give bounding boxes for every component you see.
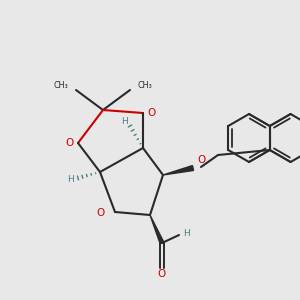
Text: H: H [68, 176, 74, 184]
Text: O: O [97, 208, 105, 218]
Text: H: H [122, 118, 128, 127]
Polygon shape [150, 215, 164, 244]
Text: O: O [66, 138, 74, 148]
Text: O: O [197, 155, 205, 165]
Polygon shape [163, 166, 194, 175]
Text: H: H [183, 229, 189, 238]
Text: O: O [147, 108, 155, 118]
Text: CH₃: CH₃ [53, 82, 68, 91]
Text: O: O [158, 269, 166, 279]
Text: CH₃: CH₃ [138, 82, 153, 91]
